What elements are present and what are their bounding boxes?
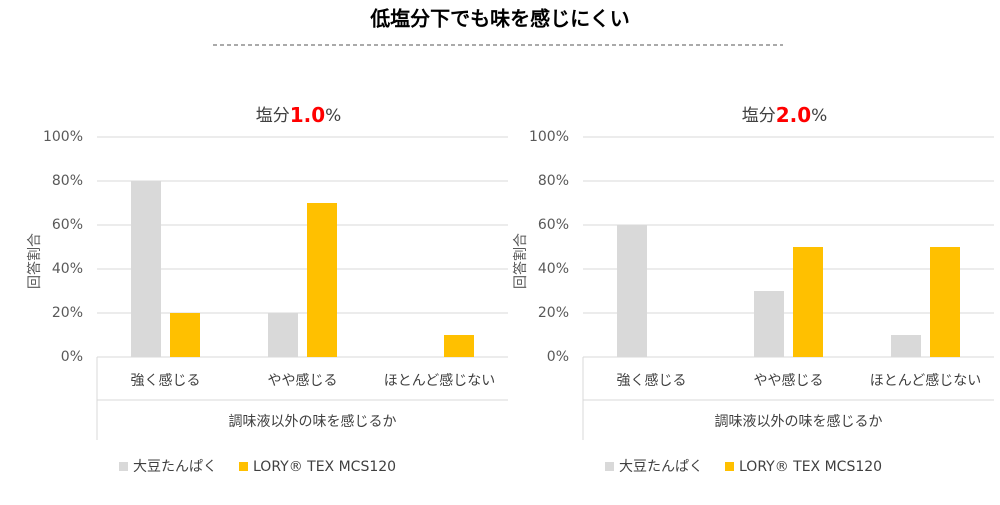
chart-title-part: 塩分 [742, 106, 776, 126]
x-tick-label: 強く感じる [617, 372, 687, 389]
x-tick-label: ほとんど感じない [384, 372, 496, 389]
x-axis-label: 調味液以外の味を感じるか [229, 413, 397, 430]
y-tick-label: 100% [529, 129, 569, 145]
page-title: 低塩分下でも味を感じにくい [369, 7, 630, 31]
chart-title-part: % [811, 106, 827, 126]
bar [930, 247, 960, 357]
x-tick-label: 強く感じる [131, 372, 201, 389]
legend-swatch [605, 462, 614, 471]
bar [170, 313, 200, 357]
x-tick-label: ほとんど感じない [870, 372, 982, 389]
legend-swatch [119, 462, 128, 471]
y-tick-label: 80% [538, 173, 569, 189]
y-tick-label: 20% [538, 305, 569, 321]
bar [131, 181, 161, 357]
chart-title-part: 2.0 [776, 103, 811, 127]
y-tick-label: 0% [61, 349, 83, 365]
bar [268, 313, 298, 357]
y-tick-label: 80% [52, 173, 83, 189]
x-tick-label: やや感じる [754, 372, 824, 389]
chart-title-part: % [325, 106, 341, 126]
y-tick-label: 20% [52, 305, 83, 321]
y-tick-label: 40% [538, 261, 569, 277]
chart-title-part: 1.0 [290, 103, 325, 127]
legend-label: 大豆たんぱく [133, 459, 217, 475]
bar [617, 225, 647, 357]
legend-swatch [239, 462, 248, 471]
chart-title: 塩分1.0% [256, 103, 342, 127]
bar [793, 247, 823, 357]
x-axis-label: 調味液以外の味を感じるか [715, 413, 883, 430]
legend-label: 大豆たんぱく [619, 459, 703, 475]
y-tick-label: 100% [43, 129, 83, 145]
y-tick-label: 60% [538, 217, 569, 233]
y-tick-label: 40% [52, 261, 83, 277]
y-tick-label: 60% [52, 217, 83, 233]
bar [891, 335, 921, 357]
legend-swatch [725, 462, 734, 471]
y-tick-label: 0% [547, 349, 569, 365]
bar [307, 203, 337, 357]
bar [754, 291, 784, 357]
x-tick-label: やや感じる [268, 372, 338, 389]
y-axis-label: 回答割合 [512, 233, 529, 289]
legend-label: LORY® TEX MCS120 [253, 459, 396, 475]
bar [444, 335, 474, 357]
chart-title: 塩分2.0% [742, 103, 828, 127]
y-axis-label: 回答割合 [26, 233, 43, 289]
legend-label: LORY® TEX MCS120 [739, 459, 882, 475]
chart-title-part: 塩分 [256, 106, 290, 126]
